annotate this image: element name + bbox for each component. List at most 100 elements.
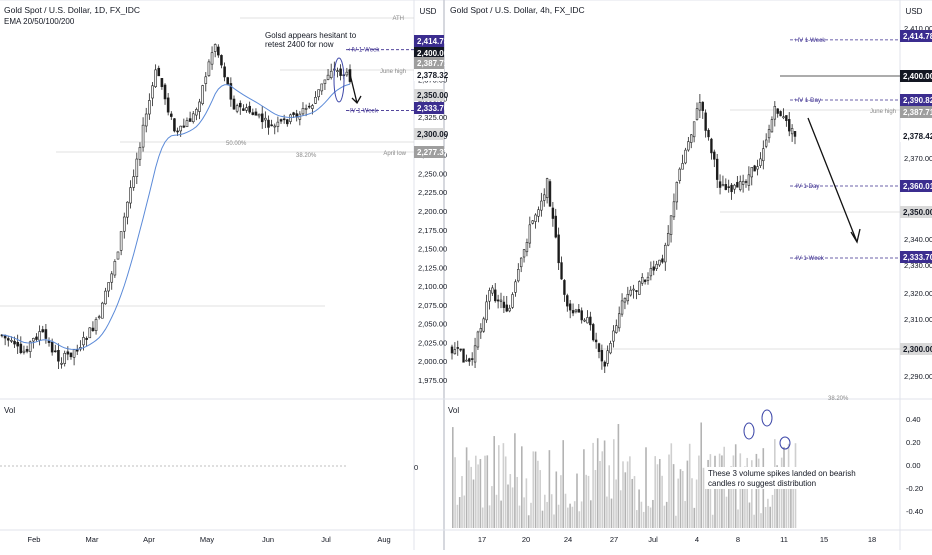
left-candle [238, 102, 242, 108]
right-vol-bar [672, 464, 675, 528]
right-candle [586, 317, 589, 324]
right-vol-bar [592, 442, 594, 528]
left-vol-zero-tick: 0 [414, 463, 418, 472]
right-candle [525, 242, 529, 253]
left-candle [220, 55, 223, 66]
right-vol-bar [461, 476, 463, 528]
right-vol-bar [684, 501, 686, 528]
left-candle [32, 338, 35, 342]
right-badge-iv-week-down: 2,333.70 [903, 253, 932, 262]
left-candle [13, 340, 16, 345]
right-x-tick: 11 [780, 535, 788, 544]
right-candle [678, 168, 681, 181]
right-vol-bar [760, 513, 762, 528]
left-june-high-label: June high [380, 69, 406, 75]
right-vol-bar [778, 467, 781, 528]
ema-series-line [1, 83, 351, 350]
right-candle [617, 313, 621, 329]
right-candle [684, 149, 687, 164]
left-price-tick: 2,050.00 [418, 320, 447, 329]
right-vol-bar [488, 505, 491, 528]
left-indicator-label: EMA 20/50/100/200 [4, 17, 75, 26]
left-candle [138, 147, 142, 160]
right-vol-bar [769, 506, 771, 528]
right-candle [698, 102, 702, 111]
ath-label: ATH [392, 16, 404, 22]
right-candle [560, 262, 563, 280]
left-candle [176, 130, 179, 133]
left-candle [320, 83, 324, 92]
right-candle [727, 186, 730, 188]
right-candle [522, 249, 526, 258]
right-vol-bar [764, 507, 767, 528]
right-candle [589, 316, 592, 326]
right-vol-bar [642, 511, 645, 528]
right-vol-bar [615, 479, 617, 528]
left-candle [173, 118, 176, 132]
left-candle [116, 251, 120, 260]
right-candle [790, 128, 794, 135]
right-candle [551, 207, 555, 219]
right-candle [690, 134, 693, 143]
right-vol-bar [537, 460, 539, 528]
left-badge-june-high: 2,387.71 [417, 59, 449, 68]
right-vol-bar [670, 443, 673, 528]
left-badge-round: 2,400.00 [417, 49, 449, 58]
right-badge-round: 2,400.00 [903, 72, 932, 81]
left-iv-down-label: -IV 1-Week [348, 109, 379, 115]
right-vol-bar [624, 472, 627, 528]
right-vol-bar [516, 476, 518, 528]
right-vol-bar [594, 470, 597, 528]
left-candle [210, 52, 214, 65]
right-vol-bar [578, 511, 581, 528]
right-candle [468, 358, 471, 362]
right-vol-bar [470, 466, 472, 528]
right-badge-iv-week-down-bg [900, 251, 932, 263]
right-badge-iv-day-up-bg [900, 94, 932, 106]
right-candle [707, 129, 710, 138]
left-candle [41, 329, 45, 333]
right-badge-three-hundred-bg [900, 343, 932, 355]
left-price-tick: 2,025.00 [418, 338, 447, 347]
right-vol-label: Vol [448, 406, 459, 415]
fib382-label: 38.20% [296, 153, 317, 159]
left-candle [213, 44, 217, 52]
right-vol-bar [601, 451, 604, 528]
right-vol-bar [790, 473, 792, 528]
left-candle [19, 343, 23, 354]
right-vol-bar [580, 501, 583, 528]
right-vol-bar [454, 457, 456, 528]
left-candle [326, 74, 330, 80]
right-vol-bar [479, 459, 482, 528]
right-candle [770, 119, 774, 133]
right-candle [554, 215, 557, 238]
left-candle [166, 97, 170, 113]
left-candle [119, 231, 123, 251]
right-candle [632, 288, 635, 291]
left-price-tick: 2,100.00 [418, 282, 447, 291]
left-candle [163, 84, 167, 100]
left-candle [204, 76, 208, 84]
right-candle [615, 325, 618, 333]
left-candle [217, 46, 220, 56]
fib50-label: 50.00% [226, 141, 247, 147]
left-x-tick: Mar [86, 535, 99, 544]
left-candle [10, 339, 13, 342]
right-candle [733, 184, 736, 190]
right-candle [788, 119, 791, 132]
right-candle [453, 349, 457, 355]
right-vol-bar [645, 447, 647, 528]
right-candle [626, 293, 630, 302]
right-vol-bar [730, 466, 732, 528]
right-vol-bar [544, 494, 546, 528]
left-candle [304, 107, 308, 110]
left-candle [38, 331, 41, 341]
right-vol-tick: 0.00 [906, 461, 921, 470]
right-badge-fifty-bg [900, 206, 932, 218]
right-candle [710, 138, 713, 154]
left-price-tick: 2,200.00 [418, 207, 447, 216]
right-candle [713, 151, 716, 160]
right-vol-bar [679, 469, 682, 528]
left-candle [88, 327, 92, 339]
right-vol-bar [677, 478, 679, 528]
